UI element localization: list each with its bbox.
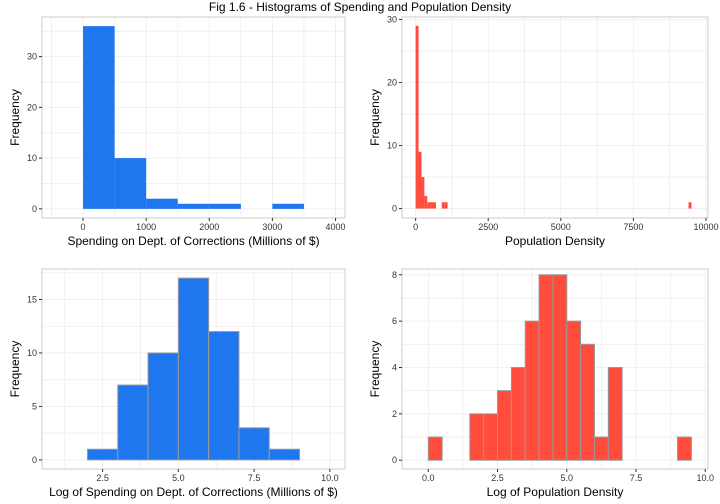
y-tick-label: 0 [392, 455, 397, 465]
y-tick-label: 0 [32, 455, 37, 465]
histogram-bar [552, 274, 568, 461]
histogram-bar [580, 343, 595, 461]
panel-border [41, 16, 346, 219]
y-axis-title: Frequency [368, 89, 382, 146]
panel-background [402, 17, 708, 218]
x-axis-title: Population Density [505, 234, 605, 248]
y-tick-label: 10 [387, 141, 397, 151]
histogram-bar [177, 277, 210, 461]
x-tick-label: 5.0 [172, 473, 185, 483]
x-tick-label: 10000 [693, 222, 718, 232]
x-tick-label: 2500 [478, 222, 498, 232]
y-tick-label: 0 [32, 204, 37, 214]
y-axis-title: Frequency [8, 341, 22, 398]
histogram-bar [418, 151, 422, 209]
y-axis-title: Frequency [368, 341, 382, 398]
panel-border [41, 268, 346, 470]
histogram-bar [147, 352, 179, 461]
histogram-bar [510, 366, 526, 461]
histogram-bar [677, 436, 692, 461]
x-tick-label: 2.5 [96, 473, 109, 483]
x-tick-label: 1000 [136, 222, 156, 232]
histogram-bar [415, 25, 419, 209]
y-tick-label: 30 [27, 52, 37, 62]
y-tick-label: 4 [392, 362, 397, 372]
histogram-bar [117, 384, 149, 461]
x-tick-label: 0.0 [422, 473, 435, 483]
histogram-bar [444, 202, 448, 209]
x-tick-label: 7.5 [248, 473, 261, 483]
x-tick-label: 0 [413, 222, 418, 232]
histogram-bar [208, 331, 240, 461]
y-tick-label: 10 [27, 153, 37, 163]
histogram-bar [272, 203, 304, 209]
panel-border [401, 16, 709, 219]
histogram-bar [424, 195, 428, 209]
histogram-bar [441, 202, 445, 209]
histogram-bar [469, 413, 485, 461]
histogram-bar [427, 202, 431, 209]
histogram-bar [433, 202, 436, 209]
y-tick-label: 10 [27, 348, 37, 358]
histogram-bar [593, 436, 609, 461]
histogram-bar [86, 448, 119, 461]
x-tick-label: 4000 [326, 222, 346, 232]
x-tick-label: 2.5 [491, 473, 504, 483]
y-tick-label: 8 [392, 270, 397, 280]
y-tick-label: 5 [32, 401, 37, 411]
x-axis-title: Spending on Dept. of Corrections (Millio… [67, 234, 319, 248]
x-tick-label: 2000 [199, 222, 219, 232]
histogram-bar [238, 427, 270, 461]
x-tick-label: 10.0 [696, 473, 714, 483]
x-axis-title: Log of Population Density [487, 485, 624, 499]
histogram-panel-3: 2.5 5.0 7.5 10.0 0 5 10 15 Log of Spending on De… [8, 268, 346, 499]
x-tick-label: 7500 [623, 222, 643, 232]
x-tick-label: 3000 [262, 222, 282, 232]
x-tick-label: 0 [81, 222, 86, 232]
histogram-bar [566, 320, 582, 461]
x-tick-label: 10.0 [321, 473, 339, 483]
y-tick-label: 2 [392, 409, 397, 419]
histogram-bar [427, 436, 443, 461]
figure-title: Fig 1.6 - Histograms of Spending and Pop… [208, 0, 512, 14]
histogram-bar [538, 274, 554, 461]
histogram-bar [209, 203, 241, 209]
x-tick-label: 7.5 [630, 473, 643, 483]
y-tick-label: 20 [387, 78, 397, 88]
histogram-bar [268, 448, 301, 461]
histogram-bar [421, 177, 425, 209]
x-tick-label: 5.0 [561, 473, 574, 483]
histogram-panel-1: 0 1000 2000 3000 4000 0 10 20 30 Spending on Dept… [8, 16, 346, 248]
x-axis-title: Log of Spending on Dept. of Corrections … [49, 485, 338, 499]
x-tick-label: 5000 [551, 222, 571, 232]
histogram-bar [497, 390, 512, 461]
histogram-panel-4: 0.0 2.5 5.0 7.5 10.0 0 2 4 6 8 Log of Population D… [368, 268, 714, 499]
histogram-bar [524, 320, 540, 461]
y-tick-label: 30 [387, 15, 397, 25]
histogram-bar [146, 198, 178, 209]
histogram-bar [607, 366, 623, 461]
histogram-bar [177, 203, 210, 209]
histogram-bar [483, 413, 499, 461]
y-axis-title: Frequency [8, 89, 22, 146]
histogram-bar [83, 26, 115, 209]
histogram-bar [430, 202, 434, 209]
panel-border [401, 268, 709, 470]
histogram-bar [114, 158, 147, 209]
histogram-bar [688, 202, 692, 209]
y-tick-label: 20 [27, 102, 37, 112]
histogram-panel-2: 0 2500 5000 7500 10000 0 10 20 30 Population Dens… [368, 15, 718, 248]
y-tick-label: 6 [392, 316, 397, 326]
y-tick-label: 15 [27, 294, 37, 304]
y-tick-label: 0 [392, 204, 397, 214]
